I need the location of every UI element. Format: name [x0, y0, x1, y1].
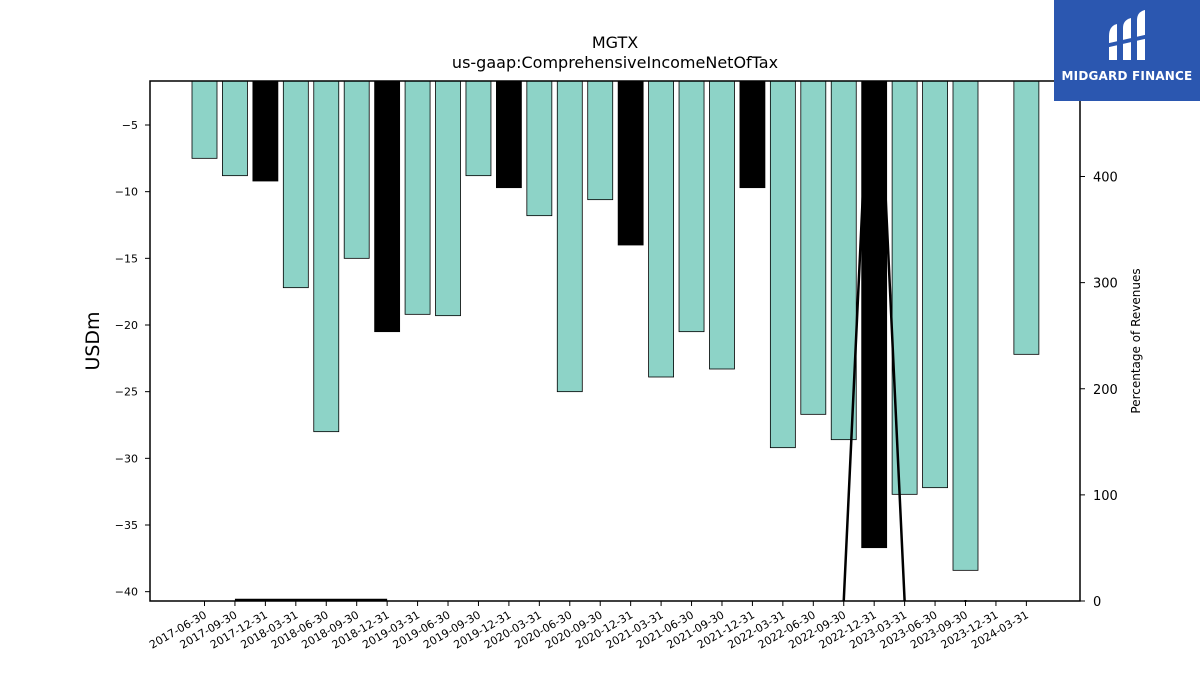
- bar: [739, 80, 766, 189]
- bars-group: [191, 80, 1040, 571]
- y2-tick-label: 100: [1093, 489, 1118, 504]
- y-axis: −5 −10 −15 −20 −25 −30 −35 −40: [115, 119, 150, 599]
- y-tick-label: −35: [115, 519, 138, 532]
- bar: [404, 80, 431, 315]
- bar: [922, 80, 948, 489]
- y2-tick-label: 400: [1093, 171, 1118, 186]
- y-tick-label: −5: [122, 119, 138, 132]
- y2-tick-label: 200: [1093, 383, 1118, 398]
- bar: [648, 80, 674, 378]
- bar: [465, 80, 492, 177]
- x-axis: 2017-06-302017-09-302017-12-312018-03-31…: [147, 601, 1031, 652]
- bar: [374, 80, 401, 333]
- bar: [709, 80, 735, 370]
- y-axis-label: USDm: [82, 311, 104, 370]
- y-tick-label: −25: [115, 386, 138, 399]
- bar: [769, 80, 796, 449]
- y2-tick-label: 300: [1093, 277, 1118, 292]
- y-tick-label: −40: [115, 586, 138, 599]
- bar: [830, 80, 857, 441]
- bar: [556, 80, 583, 393]
- bar: [495, 80, 522, 189]
- bar: [1013, 80, 1040, 355]
- bar: [222, 80, 248, 177]
- y-tick-label: −10: [115, 186, 138, 199]
- y-tick-label: −20: [115, 319, 138, 332]
- bar: [252, 80, 279, 182]
- bar: [861, 80, 888, 549]
- brand-logo-text: MIDGARD FINANCE: [1061, 69, 1193, 83]
- bar: [678, 80, 705, 333]
- y-tick-label: −30: [115, 452, 138, 465]
- chart-title: MGTX: [592, 33, 638, 52]
- bar: [800, 80, 827, 415]
- bar: [617, 80, 644, 246]
- series-line: [842, 81, 906, 601]
- y2-axis-label: Percentage of Revenues: [1129, 268, 1143, 413]
- bar: [587, 80, 614, 201]
- y2-axis: 0 100 200 300 400: [1080, 171, 1118, 610]
- bar: [191, 80, 218, 159]
- bar: [343, 80, 370, 259]
- chart-subtitle: us-gaap:ComprehensiveIncomeNetOfTax: [452, 53, 778, 72]
- bar: [313, 80, 340, 433]
- bar: [435, 80, 461, 317]
- bar: [526, 80, 553, 217]
- bar: [952, 80, 979, 571]
- midgard-logo-icon: [1105, 10, 1149, 60]
- y-tick-label: −15: [115, 252, 138, 265]
- brand-logo: MIDGARD FINANCE: [1054, 0, 1200, 101]
- y2-tick-label: 0: [1093, 595, 1101, 610]
- plot-frame: [149, 80, 1081, 602]
- bar: [282, 80, 309, 289]
